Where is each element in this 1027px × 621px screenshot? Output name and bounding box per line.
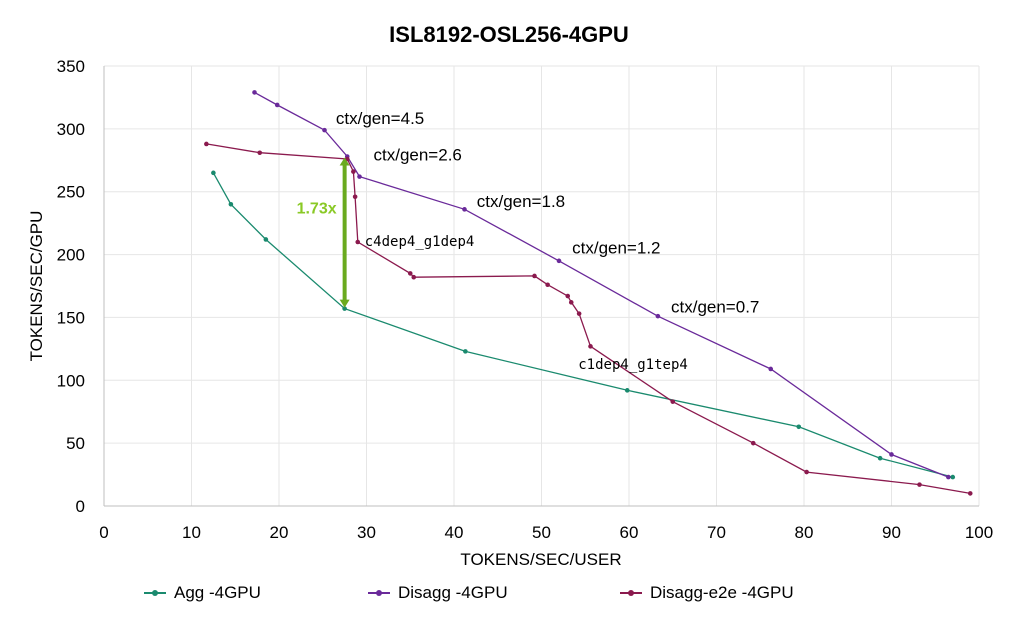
data-point-1	[556, 258, 562, 264]
data-point-1	[768, 366, 774, 372]
series-group	[204, 90, 973, 496]
data-point-2	[917, 482, 922, 487]
legend-label-disagg-e2e: Disagg-e2e -4GPU	[650, 583, 794, 602]
data-point-0	[342, 306, 347, 311]
x-tick-label: 90	[882, 523, 901, 542]
y-tick-label: 50	[66, 434, 85, 453]
legend-item-agg[interactable]: Agg -4GPU	[144, 583, 261, 603]
data-point-2	[588, 344, 593, 349]
annotation-label: ctx/gen=0.7	[671, 297, 759, 316]
data-point-1	[462, 207, 467, 212]
x-tick-label: 40	[445, 523, 464, 542]
data-point-1	[946, 474, 951, 480]
data-point-2	[204, 141, 209, 147]
data-point-2	[257, 150, 263, 156]
legend-item-disagg[interactable]: Disagg -4GPU	[368, 583, 508, 603]
y-axis-title: TOKENS/SEC/GPU	[27, 211, 46, 362]
data-point-1	[322, 127, 327, 133]
data-point-2	[355, 239, 361, 245]
data-point-2	[407, 271, 413, 276]
x-tick-label: 70	[707, 523, 726, 542]
data-point-0	[796, 424, 802, 430]
data-point-1	[274, 102, 280, 108]
data-point-0	[624, 388, 630, 393]
legend-swatch-disagg-e2e	[620, 590, 642, 596]
legend-label-disagg: Disagg -4GPU	[398, 583, 508, 602]
grid	[103, 65, 980, 507]
data-point-2	[351, 169, 356, 174]
data-point-2	[804, 469, 809, 475]
chart-title: ISL8192-OSL256-4GPU	[389, 22, 629, 47]
data-point-1	[357, 174, 362, 179]
legend-label-agg: Agg -4GPU	[174, 583, 261, 602]
data-point-0	[228, 201, 234, 207]
y-tick-label: 0	[76, 497, 85, 516]
data-point-0	[463, 349, 468, 354]
annotations: ctx/gen=4.5 ctx/gen=2.6 ctx/gen=1.8 ctx/gen…	[297, 109, 760, 373]
data-point-2	[568, 300, 574, 305]
data-point-2	[750, 440, 756, 446]
y-tick-label: 200	[57, 246, 85, 265]
x-tick-label: 50	[532, 523, 551, 542]
y-tick-label: 300	[57, 120, 85, 139]
x-axis-title: TOKENS/SEC/USER	[460, 550, 621, 569]
ratio-arrow-head-bottom	[339, 299, 350, 308]
data-point-1	[889, 452, 894, 457]
data-point-2	[576, 311, 582, 316]
data-point-1	[252, 90, 257, 95]
y-tick-label: 100	[57, 371, 85, 390]
legend: Agg -4GPU Disagg -4GPU Disagg-e2e -4GPU	[0, 583, 1027, 607]
data-point-0	[950, 474, 956, 480]
ratio-arrow-head-top	[339, 157, 350, 166]
legend-item-disagg-e2e[interactable]: Disagg-e2e -4GPU	[620, 583, 794, 603]
data-point-2	[670, 399, 676, 404]
data-point-0	[263, 237, 269, 242]
annotation-label: c1dep4_g1tep4	[578, 357, 688, 373]
data-point-2	[411, 274, 417, 280]
y-tick-label: 350	[57, 57, 85, 76]
y-tick-label: 250	[57, 183, 85, 202]
x-tick-label: 80	[795, 523, 814, 542]
data-point-0	[211, 170, 216, 176]
y-tick-label: 150	[57, 308, 85, 327]
x-tick-label: 10	[182, 523, 201, 542]
data-point-0	[877, 455, 883, 461]
data-point-1	[655, 313, 661, 319]
chart: ISL8192-OSL256-4GPU 0 10 20 30 40 50 60 70 80 90 1…	[27, 22, 994, 569]
axes: 0 10 20 30 40 50 60 70 80 90 100 0 50 100 150 200 250 300…	[57, 57, 994, 542]
x-tick-label: 20	[270, 523, 289, 542]
annotation-label: ctx/gen=1.2	[572, 238, 660, 257]
series-line-1	[254, 91, 949, 478]
annotation-label: ctx/gen=1.8	[477, 192, 565, 211]
legend-swatch-agg	[144, 590, 166, 596]
ratio-label: 1.73x	[297, 201, 337, 218]
x-tick-label: 30	[357, 523, 376, 542]
series-line-2	[206, 143, 971, 495]
data-point-2	[352, 194, 358, 200]
x-tick-label: 60	[620, 523, 639, 542]
data-point-2	[545, 282, 550, 288]
legend-swatch-disagg	[368, 590, 390, 596]
annotation-label: c4dep4_g1dep4	[365, 234, 475, 250]
data-point-2	[967, 491, 973, 496]
annotation-label: ctx/gen=4.5	[336, 109, 424, 128]
x-tick-label: 100	[965, 523, 993, 542]
x-tick-label: 0	[99, 523, 108, 542]
annotation-label: ctx/gen=2.6	[374, 145, 462, 164]
data-point-2	[532, 273, 537, 279]
data-point-2	[565, 293, 571, 299]
